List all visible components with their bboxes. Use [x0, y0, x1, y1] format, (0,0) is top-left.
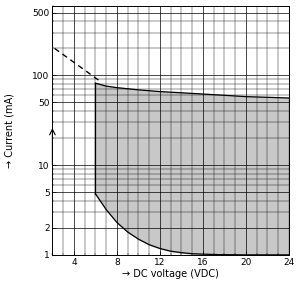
X-axis label: → DC voltage (VDC): → DC voltage (VDC) — [122, 269, 219, 280]
Text: → Current (mA): → Current (mA) — [5, 93, 15, 168]
